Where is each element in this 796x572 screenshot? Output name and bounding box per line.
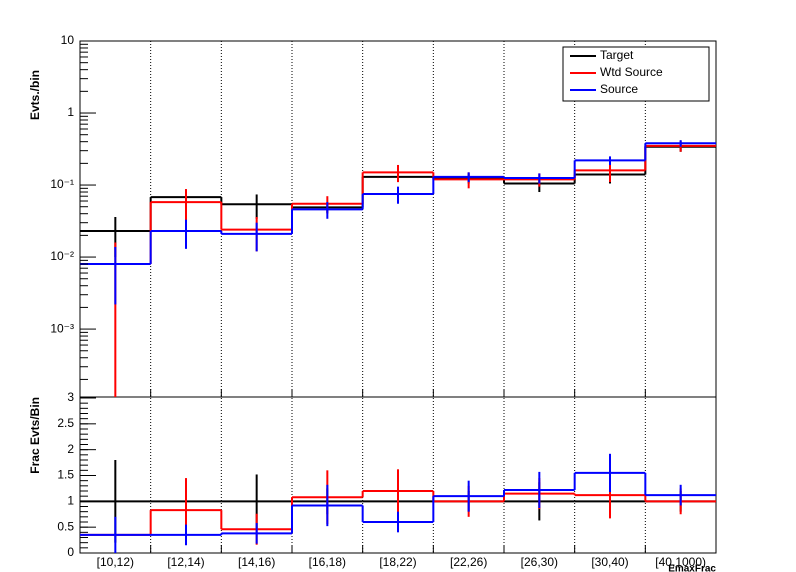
y-tick-label: 10⁻¹ bbox=[50, 177, 74, 191]
y-tick-label: 1 bbox=[67, 105, 74, 119]
legend-label: Source bbox=[600, 82, 638, 96]
y-tick-label: 2.5 bbox=[57, 416, 74, 430]
ratio-plot bbox=[80, 398, 716, 553]
x-tick-label: [22,26) bbox=[450, 555, 487, 569]
y-axis-title: Evts./bin bbox=[28, 70, 42, 120]
y-tick-label: 1.5 bbox=[57, 468, 74, 482]
y-tick-label: 10 bbox=[61, 33, 75, 47]
x-tick-label: [16,18) bbox=[309, 555, 346, 569]
x-tick-label: [12,14) bbox=[167, 555, 204, 569]
x-tick-label: [40,1000) bbox=[655, 555, 706, 569]
y-tick-label: 2 bbox=[67, 442, 74, 456]
y-tick-label: 3 bbox=[67, 390, 74, 404]
y-tick-label: 10⁻³ bbox=[50, 321, 74, 335]
legend-label: Target bbox=[600, 48, 634, 62]
x-tick-label: [18,22) bbox=[379, 555, 416, 569]
axes: 10⁻³ 10⁻² 10⁻¹ 1 10 Target Wtd Source Source 0 0.… bbox=[50, 33, 717, 569]
x-tick-label: [26,30) bbox=[521, 555, 558, 569]
x-tick-label: [14,16) bbox=[238, 555, 275, 569]
y-tick-label: 0.5 bbox=[57, 519, 74, 533]
legend-label: Wtd Source bbox=[600, 65, 663, 79]
x-tick-label: [30,40) bbox=[591, 555, 628, 569]
y-tick-label: 1 bbox=[67, 494, 74, 508]
x-axis-title: EmaxFrac bbox=[668, 564, 716, 572]
y-axis-title: Frac Evts/Bin bbox=[28, 397, 42, 474]
x-tick-label: [10,12) bbox=[97, 555, 134, 569]
top-plot bbox=[80, 41, 716, 397]
y-tick-label: 10⁻² bbox=[50, 249, 74, 263]
y-tick-label: 0 bbox=[67, 545, 74, 559]
